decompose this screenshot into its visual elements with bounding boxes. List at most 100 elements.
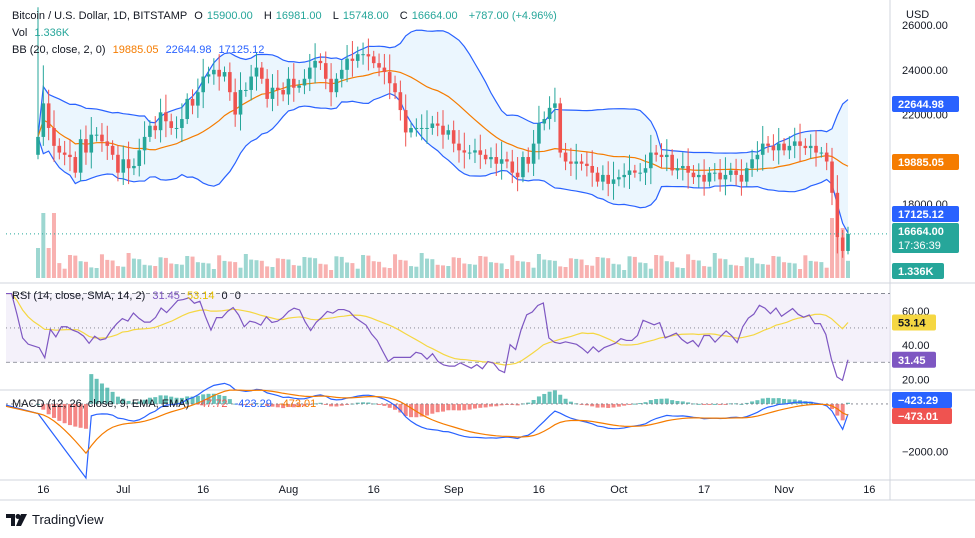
- volume-bar: [265, 266, 270, 278]
- macd-histogram-bar: [622, 403, 627, 406]
- volume-bar: [73, 255, 78, 278]
- volume-bar: [846, 260, 850, 278]
- macd-histogram-bar: [744, 402, 749, 404]
- volume-bar: [329, 270, 334, 278]
- volume-bar: [270, 267, 275, 278]
- macd-histogram-bar: [712, 403, 717, 405]
- volume-bar: [291, 265, 296, 278]
- candle-body: [473, 150, 477, 153]
- volume-bar: [750, 257, 755, 278]
- macd-histogram-bar: [51, 403, 56, 418]
- candle-body: [547, 107, 552, 120]
- candle-body: [579, 161, 584, 164]
- macd-histogram-bar: [723, 403, 728, 405]
- macd-histogram-bar: [670, 400, 675, 404]
- macd-histogram-bar: [579, 403, 584, 405]
- macd-histogram-bar: [654, 399, 659, 404]
- volume-bar: [163, 257, 168, 278]
- bb-upper-line: [37, 29, 849, 154]
- candle-body: [755, 154, 760, 160]
- volume-bar: [414, 266, 419, 278]
- volume-bar: [504, 269, 509, 278]
- candle-body: [297, 85, 301, 88]
- macd-histogram-bar: [206, 393, 211, 404]
- volume-bar: [115, 266, 120, 278]
- candle-body: [457, 143, 461, 151]
- volume-bar: [718, 258, 723, 278]
- candle-body: [521, 157, 525, 178]
- candle-body: [505, 159, 509, 162]
- volume-bar: [723, 259, 728, 278]
- candle-body: [510, 161, 515, 173]
- macd-histogram-bar: [782, 398, 787, 404]
- macd-histogram-bar: [115, 396, 120, 404]
- macd-histogram-bar: [467, 403, 472, 410]
- last-price-badge-value: 16664.00: [898, 226, 944, 238]
- bb-upper-value: 22644.98: [165, 44, 212, 56]
- macd-histogram-bar: [718, 403, 723, 405]
- volume-bar: [318, 263, 323, 278]
- candle-body: [276, 87, 280, 90]
- macd-histogram-bar: [787, 399, 792, 404]
- macd-histogram-bar: [542, 393, 547, 404]
- volume-bar: [302, 257, 307, 278]
- macd-histogram-bar: [233, 403, 238, 405]
- volume-bar: [734, 265, 739, 278]
- macd-histogram-bar: [355, 402, 360, 404]
- volume-bar: [371, 261, 376, 278]
- macd-histogram-bar: [57, 403, 62, 421]
- macd-histogram-bar: [638, 403, 643, 405]
- macd-histogram-bar: [67, 403, 72, 426]
- volume-bar: [121, 266, 126, 278]
- candle-body: [776, 143, 781, 151]
- candle-body: [73, 157, 78, 173]
- volume-legend: Vol 1.336K: [12, 26, 73, 40]
- volume-bar: [142, 264, 147, 278]
- time-axis-label: 16: [533, 484, 545, 496]
- macd-histogram-bar: [504, 403, 509, 405]
- macd-histogram-bar: [94, 378, 99, 404]
- macd-histogram-bar: [329, 403, 334, 407]
- candle-body: [62, 152, 67, 155]
- candle-body: [702, 174, 706, 182]
- candle-body: [169, 121, 174, 128]
- candle-body: [526, 157, 531, 164]
- candle-body: [249, 76, 253, 90]
- candle-body: [270, 87, 275, 99]
- candle-body: [78, 139, 83, 173]
- volume-bar: [702, 266, 707, 278]
- macd-histogram-bar: [526, 402, 531, 404]
- time-axis-label: 16: [37, 484, 49, 496]
- candle-body: [744, 168, 749, 182]
- volume-bar: [297, 265, 302, 278]
- last-price-badge: [892, 223, 959, 253]
- candle-body: [345, 58, 349, 70]
- volume-bar: [643, 263, 648, 278]
- candle-body: [355, 54, 360, 61]
- volume-bar: [339, 256, 344, 278]
- volume-bar: [664, 261, 669, 278]
- macd-histogram-bar: [291, 403, 296, 408]
- macd-histogram-bar: [409, 403, 414, 418]
- tradingview-logo[interactable]: TradingView: [6, 512, 104, 527]
- macd-histogram-bar: [62, 403, 67, 424]
- candle-body: [595, 172, 600, 182]
- currency-label: USD: [906, 9, 930, 21]
- candle-body: [307, 67, 312, 79]
- macd-histogram-bar: [211, 393, 216, 404]
- macd-axis-label: −2000.00: [902, 447, 948, 459]
- candle-body: [105, 141, 110, 146]
- macd-badge-value: −423.29: [898, 395, 938, 407]
- macd-histogram-bar: [643, 402, 648, 404]
- macd-histogram-bar: [281, 403, 286, 409]
- macd-histogram-bar: [616, 403, 621, 407]
- volume-bar: [590, 265, 595, 278]
- candle-body: [723, 174, 728, 180]
- macd-histogram-bar: [238, 403, 243, 405]
- countdown-timer: 17:36:39: [898, 240, 941, 252]
- candle-body: [537, 123, 541, 144]
- candle-body: [659, 154, 664, 158]
- candle-body: [57, 145, 62, 153]
- volume-bar: [94, 268, 99, 278]
